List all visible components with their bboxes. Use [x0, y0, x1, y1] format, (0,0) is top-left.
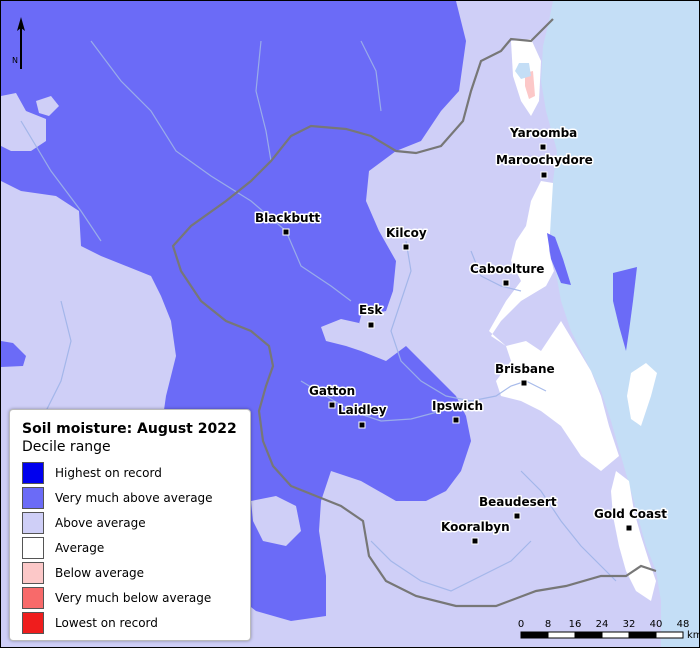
above-average-patch-esk	[321, 319, 363, 346]
place-kooralbyn: Kooralbyn	[440, 519, 511, 545]
scale-bar-unit: km	[687, 630, 699, 641]
scale-bar-tick-label: 0	[518, 619, 524, 630]
place-label: Blackbutt	[255, 211, 320, 225]
very-much-above-patch-passage	[547, 233, 571, 285]
scale-bar-segment	[655, 631, 684, 639]
legend-item-very-much-below: Very much below average	[22, 585, 240, 610]
scale-bar-segment	[547, 631, 576, 639]
place-marker	[402, 243, 410, 251]
lake-north	[515, 63, 531, 79]
place-marker	[513, 512, 521, 520]
place-markers: Yaroomba Maroochydore Blackbutt Kilcoy Caboo…	[254, 125, 669, 545]
place-label: Maroochydore	[496, 153, 593, 167]
legend-label: Lowest on record	[55, 615, 158, 630]
legend-swatch	[22, 511, 44, 534]
place-maroochydore: Maroochydore	[495, 152, 594, 179]
place-marker	[328, 401, 336, 409]
place-laidley: Laidley	[337, 402, 388, 429]
average-region-island	[627, 363, 657, 426]
scale-bar-segment	[601, 631, 630, 639]
place-gatton: Gatton	[308, 383, 357, 409]
legend: Soil moisture: August 2022 Decile range …	[9, 409, 251, 641]
legend-item-highest: Highest on record	[22, 460, 240, 485]
place-label: Gold Coast	[594, 507, 667, 521]
legend-label: Above average	[55, 515, 146, 530]
legend-swatch	[22, 586, 44, 609]
place-ipswich: Ipswich	[431, 398, 485, 424]
scale-bar-tick-label: 16	[569, 619, 582, 630]
legend-title: Soil moisture: August 2022	[22, 421, 237, 437]
very-much-above-patch-bay	[613, 267, 637, 351]
legend-label: Highest on record	[55, 465, 162, 480]
legend-swatch	[22, 611, 44, 634]
average-region-gold-coast	[611, 471, 656, 601]
place-label: Yaroomba	[509, 126, 577, 140]
place-marker	[452, 416, 460, 424]
place-label: Kilcoy	[386, 226, 427, 240]
place-marker	[539, 143, 547, 151]
legend-label: Below average	[55, 565, 145, 580]
legend-items: Highest on record Very much above averag…	[22, 460, 240, 635]
legend-swatch	[22, 536, 44, 559]
place-label: Laidley	[338, 403, 387, 417]
scale-bar-tick-label: 24	[596, 619, 609, 630]
place-label: Gatton	[309, 384, 355, 398]
place-marker	[502, 279, 510, 287]
place-marker	[625, 524, 633, 532]
legend-item-above: Above average	[22, 510, 240, 535]
legend-subtitle: Decile range	[22, 439, 111, 455]
place-blackbutt: Blackbutt	[254, 210, 322, 236]
place-label: Caboolture	[470, 262, 544, 276]
place-marker	[367, 321, 375, 329]
place-label: Ipswich	[432, 399, 483, 413]
north-arrow-label: N	[12, 56, 18, 65]
place-kilcoy: Kilcoy	[385, 225, 428, 251]
place-marker	[358, 421, 366, 429]
below-average-patch	[525, 71, 535, 99]
scale-bar-tick-label: 32	[623, 619, 636, 630]
legend-label: Very much above average	[55, 490, 213, 505]
scale-bar-segment	[574, 631, 603, 639]
scale-bar-segment	[520, 631, 549, 639]
place-marker	[471, 537, 479, 545]
legend-swatch	[22, 486, 44, 509]
scale-bar-tick-label: 48	[677, 619, 690, 630]
place-marker	[282, 228, 290, 236]
legend-item-below: Below average	[22, 560, 240, 585]
place-brisbane: Brisbane	[494, 361, 556, 387]
legend-swatch	[22, 461, 44, 484]
legend-swatch	[22, 561, 44, 584]
legend-item-lowest: Lowest on record	[22, 610, 240, 635]
legend-label: Very much below average	[55, 590, 212, 605]
scale-bar-tick-label: 40	[650, 619, 663, 630]
place-label: Beaudesert	[479, 495, 557, 509]
rivers	[20, 40, 617, 592]
place-label: Brisbane	[495, 362, 555, 376]
legend-item-very-much-above: Very much above average	[22, 485, 240, 510]
place-marker	[540, 171, 548, 179]
scale-bar-tick-label: 8	[545, 619, 551, 630]
above-average-patch-west-2	[36, 96, 59, 116]
region-boundary	[171, 18, 657, 608]
place-yaroomba: Yaroomba	[508, 125, 579, 151]
very-much-above-average-region	[1, 1, 471, 621]
place-caboolture: Caboolture	[469, 261, 546, 287]
very-much-above-patch-edge	[1, 341, 26, 367]
average-region-coast	[489, 181, 619, 471]
scale-bar: 0 8 16 24 32 40 48km	[518, 619, 699, 641]
above-average-patch-southwest	[251, 496, 301, 546]
legend-item-average: Average	[22, 535, 240, 560]
place-gold-coast: Gold Coast	[593, 506, 669, 532]
place-beaudesert: Beaudesert	[478, 494, 558, 520]
place-marker	[520, 379, 528, 387]
place-esk: Esk	[358, 302, 385, 329]
above-average-patch-west	[1, 93, 46, 151]
scale-bar-segment	[628, 631, 657, 639]
place-label: Kooralbyn	[441, 520, 510, 534]
place-label: Esk	[359, 303, 383, 317]
legend-label: Average	[55, 540, 105, 555]
north-arrow-icon: N	[12, 17, 25, 69]
